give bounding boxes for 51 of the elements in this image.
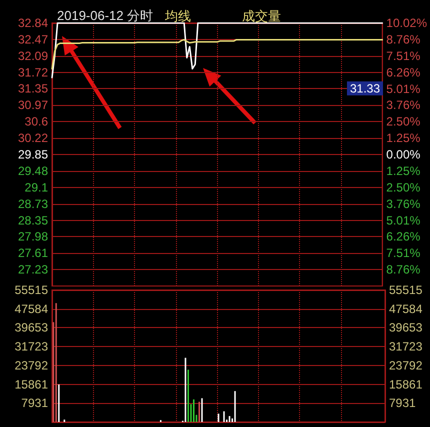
y2-tick-label: 8.76%: [386, 262, 421, 276]
y2-tick-label: 6.26%: [386, 65, 421, 80]
y2-tick-label: 2.50%: [386, 180, 421, 194]
y2-tick-label: 10.02%: [386, 16, 428, 30]
y-tick-label: 55515: [14, 283, 48, 297]
y-tick-label: 23792: [14, 358, 48, 372]
y-tick-label: 28.35: [18, 213, 48, 228]
y2-tick-label: 1.25%: [386, 164, 421, 178]
y2-tick-label: 1.25%: [386, 131, 421, 146]
y-tick-label: 31.35: [18, 82, 48, 96]
y2-tick-label: 3.76%: [386, 196, 421, 211]
y-tick-label: 7931: [21, 396, 48, 410]
y2-tick-label: 8.76%: [386, 32, 421, 47]
series-label: 均线: [164, 8, 191, 24]
y2-tick-label: 31723: [389, 340, 423, 354]
y-tick-label: 31723: [14, 340, 48, 354]
y-tick-label: 30.97: [18, 98, 48, 112]
y-tick-label: 31.72: [18, 65, 48, 80]
y-tick-label: 15861: [14, 377, 48, 392]
y2-tick-label: 2.50%: [386, 114, 421, 129]
y-tick-label: 30.22: [18, 131, 48, 146]
y-tick-label: 32.47: [18, 32, 48, 46]
y-tick-label: 28.73: [18, 196, 48, 211]
y-tick-label: 27.23: [18, 262, 48, 277]
y-tick-label: 29.85: [18, 148, 48, 162]
chart-title: 2019-06-12 分时: [57, 8, 154, 23]
y2-tick-label: 39653: [389, 320, 423, 335]
y2-tick-label: 55515: [389, 283, 423, 297]
text: 成交量: [242, 8, 281, 24]
y-tick-label: 27.61: [18, 246, 48, 260]
line-series: [51, 38, 384, 70]
y2-tick-label: 6.26%: [386, 230, 421, 244]
y-tick-label: 29.48: [18, 164, 48, 178]
y-tick-label: 47584: [14, 302, 48, 316]
y2-tick-label: 7931: [389, 396, 416, 410]
y-tick-label: 27.98: [18, 230, 48, 244]
y2-tick-label: 5.01%: [386, 82, 421, 96]
y-tick-label: 32.09: [18, 48, 48, 63]
y-tick-label: 39653: [14, 320, 48, 335]
y2-tick-label: 5.01%: [386, 213, 421, 228]
y2-tick-label: 23792: [389, 358, 423, 372]
annotation: 31.33: [350, 81, 380, 96]
y2-tick-label: 15861: [389, 377, 423, 392]
y2-tick-label: 3.76%: [386, 98, 421, 112]
y2-tick-label: 7.51%: [386, 246, 421, 260]
y2-tick-label: 7.51%: [386, 48, 421, 63]
y-tick-label: 29.1: [24, 180, 48, 194]
y-tick-label: 30.6: [24, 114, 48, 129]
y2-tick-label: 0.00%: [386, 148, 421, 162]
y-tick-label: 32.84: [18, 16, 48, 30]
y2-tick-label: 47584: [389, 302, 423, 316]
